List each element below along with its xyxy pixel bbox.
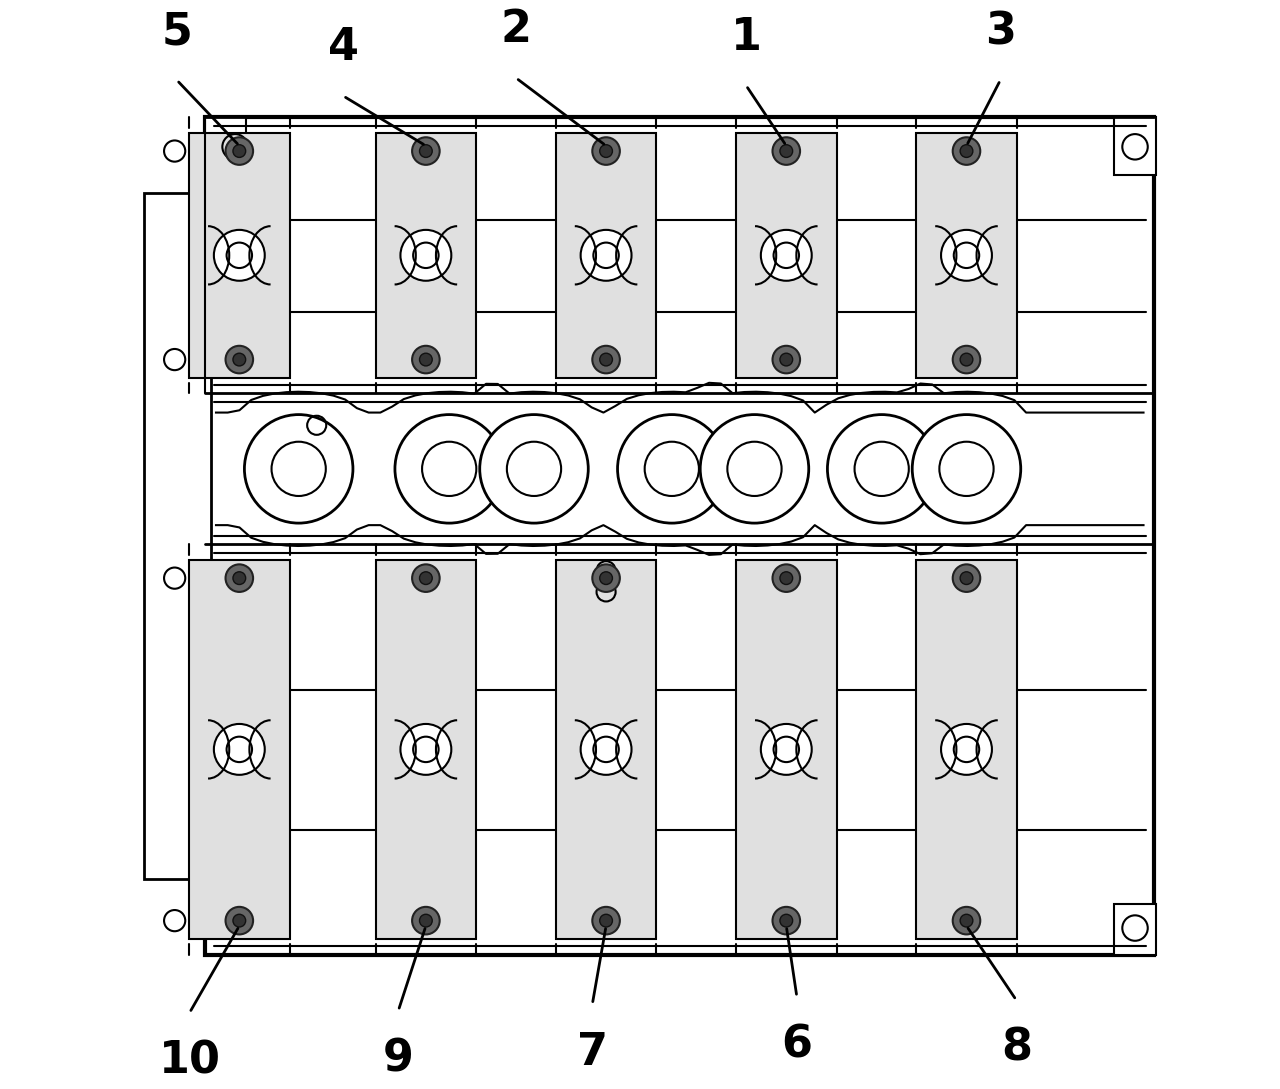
Circle shape xyxy=(594,243,618,268)
Text: 8: 8 xyxy=(1001,1027,1032,1069)
Circle shape xyxy=(401,230,452,281)
Circle shape xyxy=(227,243,252,268)
Circle shape xyxy=(600,572,612,585)
Circle shape xyxy=(412,564,439,592)
Circle shape xyxy=(233,353,246,366)
Circle shape xyxy=(233,915,246,927)
Text: 10: 10 xyxy=(159,1039,220,1082)
Circle shape xyxy=(954,243,979,268)
Circle shape xyxy=(773,736,799,762)
Circle shape xyxy=(420,145,433,158)
Circle shape xyxy=(581,230,631,281)
Circle shape xyxy=(420,572,433,585)
Circle shape xyxy=(827,415,936,523)
Circle shape xyxy=(593,564,620,592)
Circle shape xyxy=(952,346,980,374)
Circle shape xyxy=(780,145,792,158)
Circle shape xyxy=(600,915,612,927)
Bar xyxy=(205,118,1155,955)
Circle shape xyxy=(271,442,326,495)
Text: 4: 4 xyxy=(328,26,358,70)
Bar xyxy=(1114,118,1156,175)
Circle shape xyxy=(581,724,631,775)
Circle shape xyxy=(727,442,782,495)
Circle shape xyxy=(700,415,809,523)
Bar xyxy=(375,133,476,378)
Circle shape xyxy=(780,572,792,585)
Circle shape xyxy=(960,915,973,927)
Circle shape xyxy=(233,572,246,585)
Circle shape xyxy=(960,145,973,158)
Circle shape xyxy=(422,442,476,495)
Circle shape xyxy=(225,564,253,592)
Circle shape xyxy=(960,572,973,585)
Text: 6: 6 xyxy=(781,1024,813,1066)
Circle shape xyxy=(941,724,992,775)
Circle shape xyxy=(600,353,612,366)
Circle shape xyxy=(413,243,439,268)
Circle shape xyxy=(214,230,265,281)
Bar xyxy=(556,133,657,378)
Circle shape xyxy=(594,736,618,762)
Circle shape xyxy=(225,346,253,374)
Circle shape xyxy=(593,907,620,934)
Bar xyxy=(736,133,837,378)
Bar xyxy=(556,560,657,939)
Bar xyxy=(736,560,837,939)
Circle shape xyxy=(420,915,433,927)
Circle shape xyxy=(773,243,799,268)
Circle shape xyxy=(952,564,980,592)
Circle shape xyxy=(855,442,909,495)
Bar xyxy=(189,560,289,939)
Circle shape xyxy=(396,415,503,523)
Circle shape xyxy=(773,346,800,374)
Circle shape xyxy=(593,346,620,374)
Circle shape xyxy=(480,415,589,523)
Circle shape xyxy=(960,353,973,366)
Circle shape xyxy=(225,907,253,934)
Circle shape xyxy=(233,145,246,158)
Circle shape xyxy=(401,724,452,775)
Circle shape xyxy=(617,415,726,523)
Bar xyxy=(916,133,1016,378)
Circle shape xyxy=(225,137,253,164)
Circle shape xyxy=(600,145,612,158)
Circle shape xyxy=(412,907,439,934)
Circle shape xyxy=(593,137,620,164)
Text: 3: 3 xyxy=(986,11,1016,53)
Circle shape xyxy=(941,230,992,281)
Circle shape xyxy=(773,137,800,164)
Text: 7: 7 xyxy=(577,1031,608,1074)
Circle shape xyxy=(780,353,792,366)
Bar xyxy=(916,560,1016,939)
Circle shape xyxy=(952,137,980,164)
Circle shape xyxy=(413,736,439,762)
Circle shape xyxy=(780,915,792,927)
Circle shape xyxy=(760,230,812,281)
Circle shape xyxy=(954,736,979,762)
Text: 2: 2 xyxy=(500,9,531,51)
Circle shape xyxy=(227,736,252,762)
Text: 5: 5 xyxy=(161,11,192,53)
Text: 9: 9 xyxy=(383,1037,413,1080)
Circle shape xyxy=(214,724,265,775)
Circle shape xyxy=(412,346,439,374)
Circle shape xyxy=(244,415,353,523)
Bar xyxy=(143,193,211,879)
Circle shape xyxy=(420,353,433,366)
Circle shape xyxy=(645,442,699,495)
Text: 1: 1 xyxy=(731,16,762,59)
Bar xyxy=(189,133,289,378)
Bar xyxy=(205,118,246,175)
Circle shape xyxy=(773,907,800,934)
Circle shape xyxy=(760,724,812,775)
Circle shape xyxy=(913,415,1020,523)
Bar xyxy=(375,560,476,939)
Circle shape xyxy=(773,564,800,592)
Circle shape xyxy=(952,907,980,934)
Bar xyxy=(1114,904,1156,955)
Circle shape xyxy=(507,442,561,495)
Circle shape xyxy=(412,137,439,164)
Circle shape xyxy=(940,442,993,495)
